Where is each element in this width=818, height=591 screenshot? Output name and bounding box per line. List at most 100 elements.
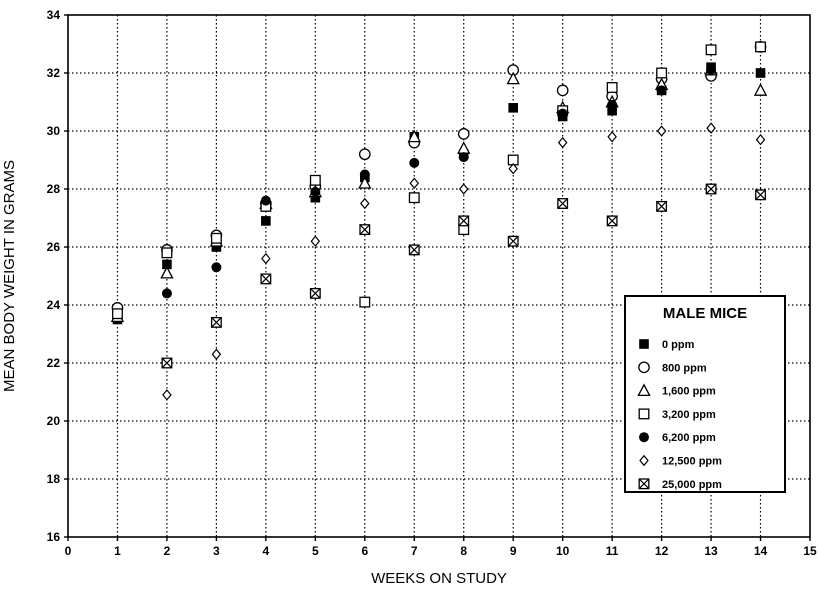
data-point <box>508 103 518 113</box>
data-point <box>705 44 717 56</box>
data-point-cross <box>409 244 420 256</box>
x-tick-label: 3 <box>213 544 220 558</box>
data-point <box>755 41 766 53</box>
data-point <box>458 215 470 227</box>
legend-item: 25,000 ppm <box>638 478 722 491</box>
x-tick-label: 6 <box>361 544 368 558</box>
data-point-cross <box>606 215 618 227</box>
data-point <box>656 125 667 137</box>
legend-label: 1,600 ppm <box>662 386 716 398</box>
y-tick-label: 26 <box>47 240 61 254</box>
y-axis-title: MEAN BODY WEIGHT IN GRAMS <box>1 160 18 392</box>
data-point-cross <box>458 215 469 227</box>
legend-item: 800 ppm <box>638 361 707 374</box>
data-point <box>508 162 518 175</box>
data-point <box>408 244 420 256</box>
data-point <box>260 273 272 285</box>
legend-items: 0 ppm 800 ppm 1,600 ppm 3,200 ppm 6,200 ppm 1… <box>637 339 722 491</box>
data-point <box>162 259 172 270</box>
data-point-cross <box>755 189 766 201</box>
legend-box <box>624 295 786 493</box>
x-tick-label: 15 <box>803 544 817 558</box>
legend-marker <box>638 478 650 490</box>
data-point-cross <box>260 273 272 285</box>
data-point <box>210 316 222 328</box>
data-point <box>656 85 667 96</box>
data-point <box>309 287 321 299</box>
x-tick-label: 14 <box>754 544 768 558</box>
x-tick-label: 2 <box>164 544 171 558</box>
legend-marker <box>638 361 650 374</box>
legend-label: 25,000 ppm <box>662 479 722 491</box>
x-tick-label: 11 <box>606 544 619 558</box>
legend-marker <box>638 408 650 420</box>
legend-item: 12,500 ppm <box>639 454 722 468</box>
data-point-cross <box>656 201 667 212</box>
y-tick-label: 18 <box>47 472 61 486</box>
x-tick-label: 8 <box>460 544 467 558</box>
data-point <box>557 136 568 149</box>
legend-marker <box>637 383 651 397</box>
data-point <box>506 71 520 85</box>
y-tick-label: 20 <box>47 414 61 428</box>
series-12-500-ppm <box>162 122 766 401</box>
data-point <box>359 224 371 236</box>
series-3-200-ppm <box>112 41 766 320</box>
data-point <box>161 357 173 369</box>
data-point <box>458 152 469 163</box>
data-point <box>457 128 470 140</box>
data-point-cross <box>211 317 222 328</box>
data-point <box>706 65 717 76</box>
data-point <box>161 247 173 259</box>
legend-label: 12,500 ppm <box>662 456 722 468</box>
data-point <box>309 174 321 186</box>
x-tick-label: 4 <box>263 544 270 558</box>
data-point <box>310 235 321 247</box>
x-axis-tick-labels: 0 1 2 3 4 5 6 7 8 9 10 11 12 13 14 15 <box>65 544 817 558</box>
data-point <box>112 308 123 320</box>
data-point-cross <box>310 288 321 299</box>
data-point <box>458 183 469 195</box>
y-tick-label: 30 <box>47 124 61 138</box>
data-points <box>110 41 768 401</box>
x-tick-label: 7 <box>411 544 418 558</box>
legend-item: 3,200 ppm <box>638 408 716 421</box>
data-point-cross <box>359 224 371 235</box>
data-point <box>607 131 617 143</box>
data-point <box>310 192 321 203</box>
series-25-000-ppm <box>161 183 766 369</box>
data-point <box>607 105 617 116</box>
legend-item: 0 ppm <box>639 339 695 351</box>
y-tick-label: 32 <box>47 66 61 80</box>
x-tick-label: 9 <box>510 544 517 558</box>
x-tick-label: 13 <box>704 544 718 558</box>
data-point <box>211 348 222 361</box>
legend-marker-cross <box>638 478 650 490</box>
y-tick-label: 16 <box>47 530 61 544</box>
y-tick-label: 28 <box>47 182 61 196</box>
data-point <box>705 183 717 195</box>
data-point <box>656 67 668 79</box>
legend-label: 800 ppm <box>662 362 707 374</box>
data-point <box>507 235 519 247</box>
data-point <box>755 133 766 146</box>
series-6-200-ppm <box>161 65 717 299</box>
data-point-cross <box>705 183 717 195</box>
legend-item: 6,200 ppm <box>639 432 716 444</box>
legend-title: MALE MICE <box>663 305 747 322</box>
data-point <box>557 108 568 119</box>
data-point <box>408 192 420 204</box>
data-point <box>755 189 766 201</box>
data-point <box>261 216 271 226</box>
legend-marker <box>639 432 649 443</box>
data-point <box>359 169 370 180</box>
legend-marker <box>639 454 649 467</box>
data-point <box>407 129 421 143</box>
data-point-cross <box>161 357 173 369</box>
data-point <box>161 288 172 299</box>
legend-label: 6,200 ppm <box>662 432 716 444</box>
data-point <box>409 177 420 189</box>
data-point <box>162 389 172 401</box>
axis-ticks <box>64 14 811 541</box>
